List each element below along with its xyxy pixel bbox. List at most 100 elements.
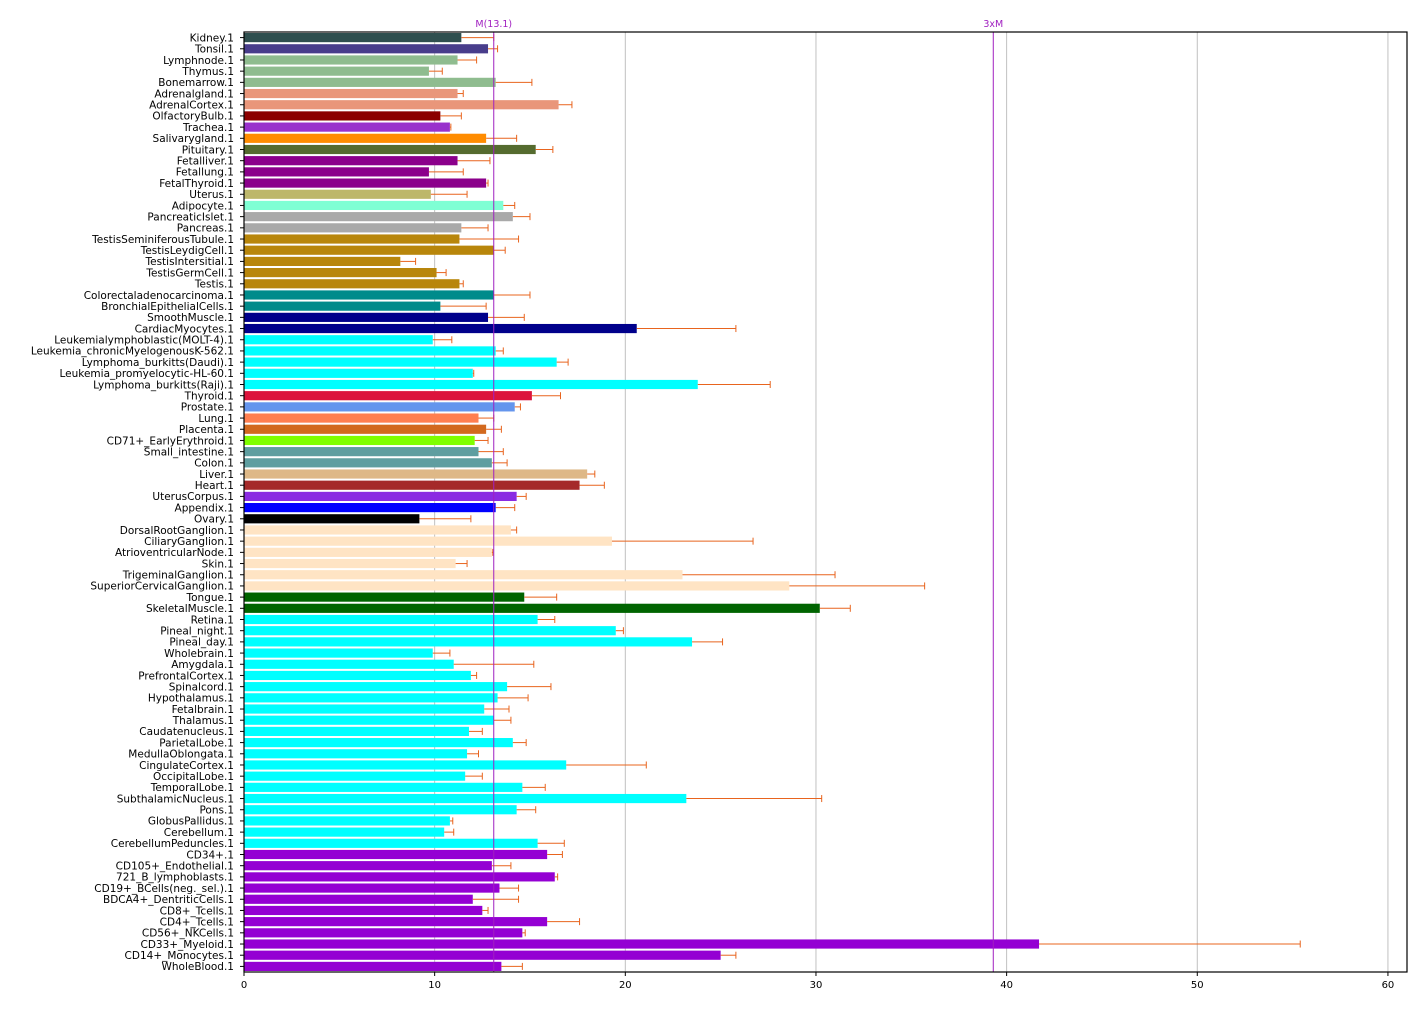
- y-tick-label: Pancreas.1: [177, 223, 234, 235]
- x-tick-label: 20: [619, 980, 632, 991]
- y-tick-label: CD19+_BCells(neg._sel.).1: [94, 883, 234, 895]
- bar: [244, 614, 538, 625]
- y-tick-label: Spinalcord.1: [169, 681, 234, 693]
- y-tick-label: Leukemia_promyelocytic-HL-60.1: [59, 368, 234, 380]
- bar: [244, 44, 489, 54]
- y-tick-label: Bonemarrow.1: [158, 77, 234, 89]
- bar: [244, 525, 511, 535]
- bar: [244, 760, 567, 770]
- bar: [244, 514, 420, 524]
- bar: [244, 413, 479, 423]
- y-tick-label: Tonsil.1: [194, 44, 234, 56]
- bar: [244, 379, 698, 390]
- bar: [244, 368, 473, 378]
- y-tick-label: TestisIntersitial.1: [144, 256, 234, 268]
- bar: [244, 749, 468, 759]
- y-tick-label: SubthalamicNucleus.1: [117, 793, 234, 805]
- y-tick-label: Cerebellum.1: [164, 827, 234, 839]
- y-tick-label: CD33+_Myeloid.1: [140, 939, 234, 951]
- y-tick-label: TemporalLobe.1: [150, 782, 234, 794]
- y-tick-label: Placenta.1: [179, 424, 234, 436]
- y-tick-label: FetalThyroid.1: [159, 178, 234, 190]
- bar: [244, 950, 721, 960]
- bar: [244, 279, 460, 289]
- bar: [244, 144, 536, 155]
- y-tick-label: Liver.1: [199, 469, 234, 481]
- bar: [244, 805, 517, 815]
- bar: [244, 77, 496, 87]
- bar: [244, 659, 454, 669]
- y-tick-label: BronchialEpithelialCells.1: [101, 301, 234, 313]
- bar: [244, 894, 473, 904]
- y-tick-label: TestisLeydigCell.1: [140, 245, 234, 257]
- y-tick-label: CerebellumPeduncles.1: [111, 838, 234, 850]
- y-tick-label: Fetallung.1: [176, 167, 234, 179]
- bar: [244, 458, 492, 468]
- bar: [244, 536, 612, 546]
- y-tick-label: 721_B_lymphoblasts.1: [116, 872, 234, 884]
- y-tick-label: Small_intestine.1: [144, 446, 234, 458]
- bar: [244, 189, 431, 199]
- bar: [244, 55, 458, 65]
- x-tick-label: 60: [1382, 980, 1395, 991]
- y-tick-label: BDCA4+_DentriticCells.1: [103, 894, 234, 906]
- bar: [244, 771, 466, 781]
- y-tick-label: Fetalbrain.1: [172, 704, 234, 716]
- bar: [244, 816, 450, 826]
- bar: [244, 200, 504, 211]
- y-tick-label: Lymphnode.1: [163, 55, 234, 67]
- bar: [244, 793, 687, 804]
- bar: [244, 503, 496, 513]
- y-tick-label: PancreaticIslet.1: [147, 211, 234, 223]
- y-tick-label: Wholebrain.1: [164, 648, 234, 660]
- y-tick-label: Ovary.1: [194, 514, 234, 526]
- bar: [244, 928, 523, 938]
- y-tick-label: WholeBlood.1: [162, 961, 235, 973]
- y-tick-label: Adipocyte.1: [172, 200, 234, 212]
- y-tick-label: Pineal_night.1: [160, 625, 234, 637]
- bar: [244, 100, 559, 110]
- y-tick-label: CardiacMyocytes.1: [135, 323, 234, 335]
- bar: [244, 66, 429, 76]
- y-tick-label: UterusCorpus.1: [152, 491, 234, 503]
- y-tick-label: CD8+_Tcells.1: [160, 905, 234, 917]
- bar: [244, 961, 502, 971]
- y-tick-label: Trachea.1: [182, 122, 234, 134]
- bar: [244, 648, 433, 658]
- x-tick-label: 40: [1000, 980, 1013, 991]
- y-tick-label: Leukemia_chronicMyelogenousK-562.1: [31, 346, 234, 358]
- y-tick-label: Hypothalamus.1: [148, 693, 234, 705]
- bar: [244, 872, 555, 882]
- bar: [244, 447, 479, 457]
- y-tick-label: Lung.1: [198, 413, 234, 425]
- bar: [244, 469, 588, 479]
- plot-frame: [243, 31, 1408, 973]
- bar: [244, 491, 517, 501]
- y-tick-label: GlobusPallidus.1: [148, 816, 234, 828]
- bar: [244, 581, 790, 591]
- bar: [244, 883, 500, 893]
- y-tick-label: Colorectaladenocarcinoma.1: [84, 290, 234, 302]
- bar: [244, 704, 485, 714]
- y-tick-label: Thalamus.1: [172, 715, 234, 727]
- bar: [244, 256, 401, 266]
- y-tick-label: Colon.1: [194, 458, 234, 470]
- reference-line-label: 3xM: [983, 19, 1003, 30]
- bar: [244, 33, 462, 43]
- bar: [244, 357, 557, 367]
- y-tick-label: OlfactoryBulb.1: [152, 111, 234, 123]
- bar: [244, 782, 523, 792]
- y-tick-label: Pituitary.1: [182, 144, 234, 156]
- y-tick-label: CD71+_EarlyErythroid.1: [107, 435, 234, 447]
- y-tick-label: Kidney.1: [190, 32, 234, 44]
- bar: [244, 693, 498, 703]
- y-tick-label: Thyroid.1: [184, 390, 234, 402]
- bar: [244, 312, 489, 322]
- bar: [244, 861, 492, 871]
- bar: [244, 178, 487, 188]
- y-tick-label: OccipitalLobe.1: [153, 771, 234, 783]
- y-tick-label: CD34+.1: [186, 849, 234, 861]
- bar: [244, 637, 693, 647]
- y-tick-label: SkeletalMuscle.1: [146, 603, 234, 615]
